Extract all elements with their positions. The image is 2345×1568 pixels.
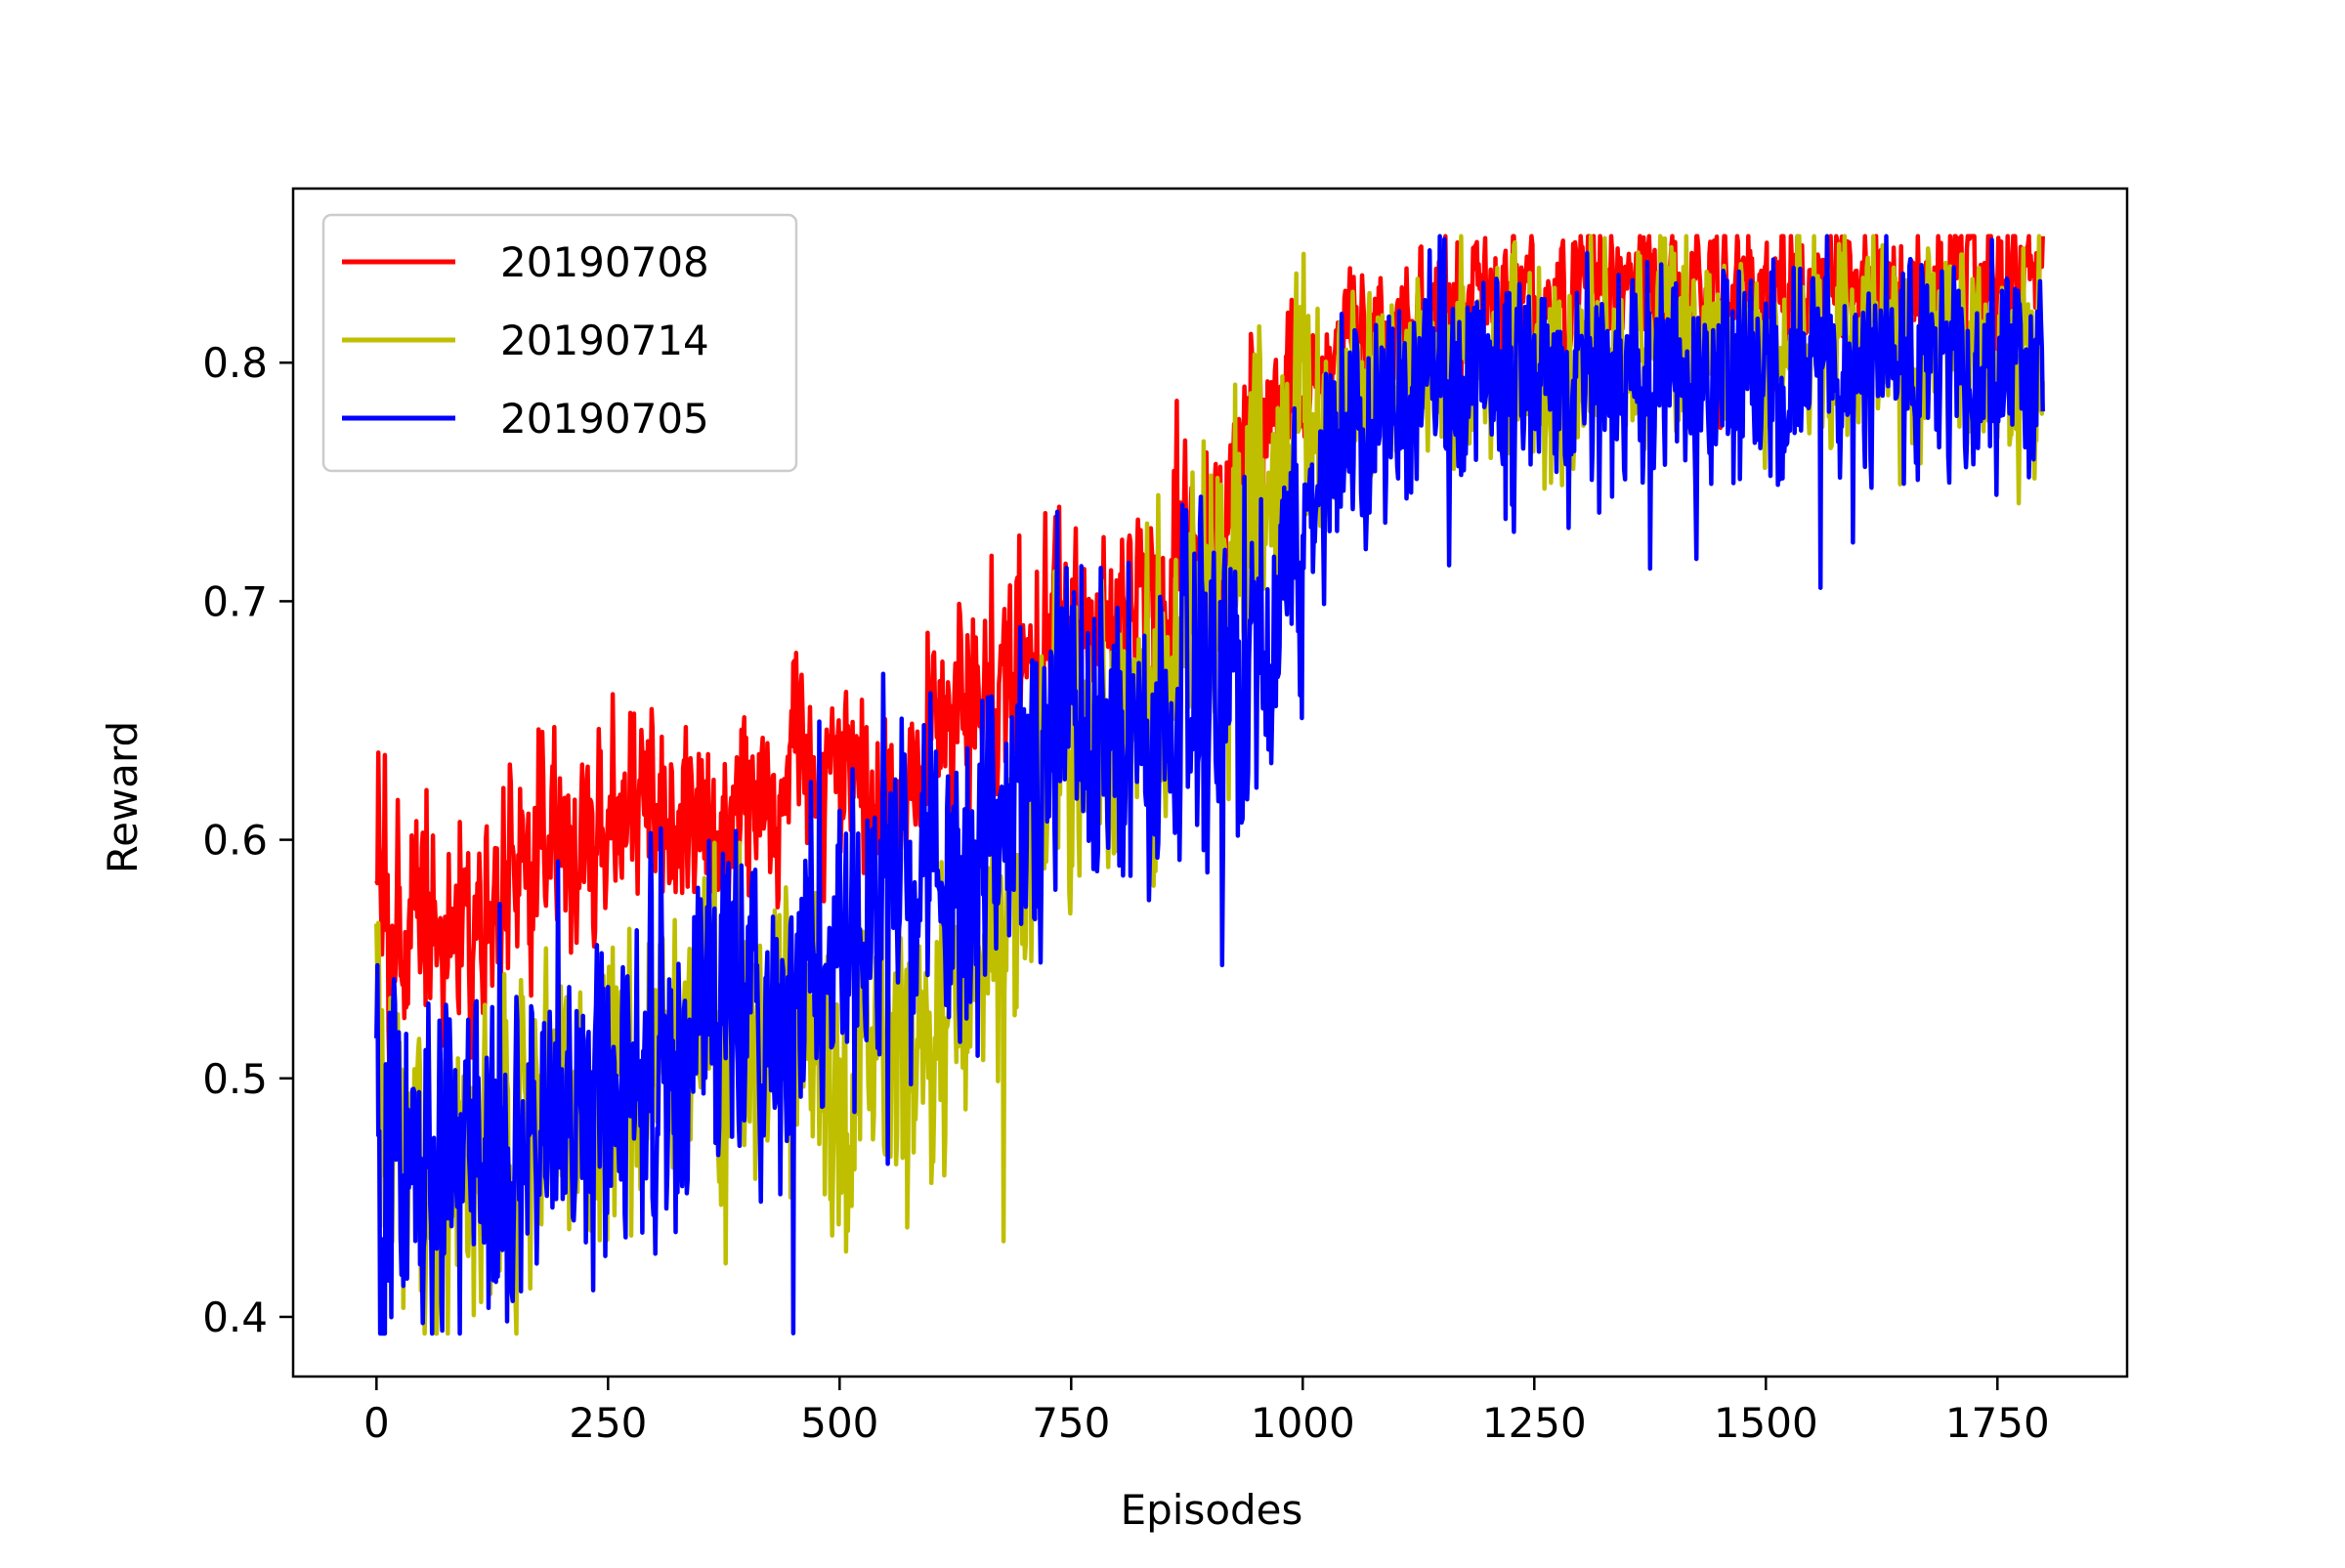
x-axis-ticks: 0 250 500 750 1000 1250 1500 1750 [363,1377,2050,1447]
legend-box [321,213,798,473]
x-tick-label: 1000 [1251,1399,1355,1447]
y-tick-label: 0.4 [202,1293,268,1341]
series-layer [374,233,2045,1336]
x-tick-label: 250 [569,1399,647,1447]
legend-label: 20190708 [500,238,709,286]
legend: 20190708 20190714 20190705 [321,213,798,473]
y-tick-label: 0.5 [202,1055,268,1103]
legend-label: 20190714 [500,317,709,364]
series-line-20190705 [374,233,2045,1336]
x-tick-label: 0 [363,1399,390,1447]
legend-label: 20190705 [500,395,709,443]
y-tick-label: 0.7 [202,577,268,625]
y-axis-ticks: 0.4 0.5 0.6 0.7 0.8 [202,339,293,1341]
y-tick-label: 0.6 [202,817,268,865]
x-axis-label: Episodes [1121,1486,1303,1534]
x-tick-label: 500 [800,1399,878,1447]
x-tick-label: 1250 [1482,1399,1587,1447]
y-axis-label: Reward [99,721,147,873]
x-tick-label: 1500 [1714,1399,1818,1447]
legend-items: 20190708 20190714 20190705 [342,238,709,443]
y-tick-label: 0.8 [202,339,268,387]
plot-frame [291,187,2129,1378]
x-tick-label: 750 [1032,1399,1110,1447]
x-tick-label: 1750 [1945,1399,2050,1447]
